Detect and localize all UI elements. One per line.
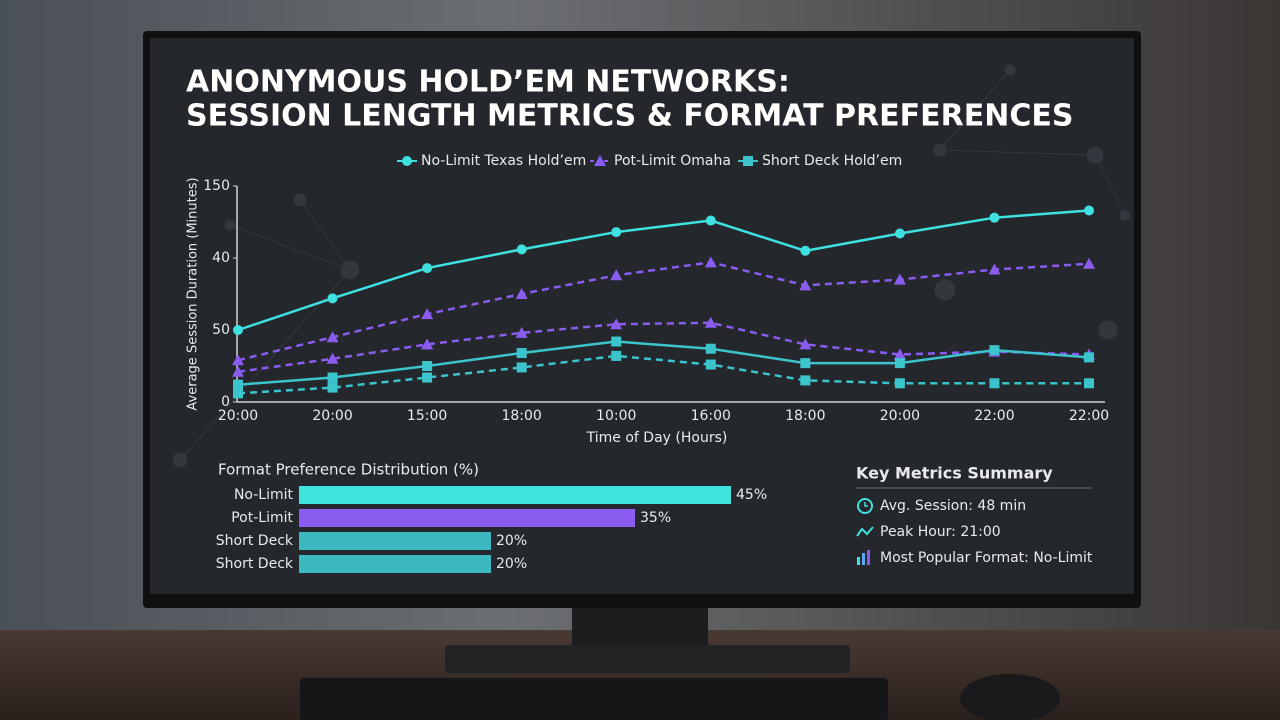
- marker: [704, 316, 717, 328]
- marker: [611, 336, 622, 347]
- bar-value-label: 45%: [736, 487, 767, 503]
- marker: [516, 244, 527, 255]
- x-tick-label: 16:00: [691, 408, 731, 424]
- marker: [422, 263, 433, 274]
- marker: [611, 227, 622, 238]
- metric-item: Peak Hour: 21:00: [880, 524, 1001, 540]
- bar: [299, 532, 491, 550]
- series-line: [237, 354, 1089, 395]
- marker: [1084, 352, 1094, 363]
- marker: [516, 348, 527, 359]
- marker: [327, 293, 338, 304]
- marker: [800, 375, 811, 386]
- marker: [800, 358, 811, 369]
- marker: [402, 156, 412, 166]
- metric-item: Avg. Session: 48 min: [880, 498, 1026, 514]
- marker: [799, 338, 812, 350]
- marker: [610, 269, 623, 281]
- marker: [705, 215, 716, 226]
- legend-label: No-Limit Texas Hold’em: [421, 153, 586, 169]
- marker: [743, 156, 753, 166]
- bar: [299, 509, 635, 527]
- decor-network: [172, 64, 1131, 468]
- marker: [611, 350, 622, 361]
- marker: [610, 318, 623, 330]
- bar-category: Short Deck: [216, 556, 294, 572]
- marker: [799, 279, 812, 291]
- bar: [299, 555, 491, 573]
- marker: [893, 348, 906, 360]
- y-tick-label: 50: [212, 322, 230, 338]
- x-tick-label: 20:00: [218, 408, 258, 424]
- title-line: SESSION LENGTH METRICS & FORMAT PREFEREN…: [186, 99, 1073, 134]
- bar-category: No-Limit: [234, 487, 294, 503]
- marker: [326, 331, 339, 343]
- marker: [989, 345, 1000, 356]
- bar-category: Short Deck: [216, 533, 294, 549]
- marker: [233, 388, 243, 399]
- marker: [594, 155, 606, 166]
- marker: [988, 263, 1001, 275]
- bar-value-label: 20%: [496, 533, 527, 549]
- bar-category: Pot-Limit: [231, 510, 293, 526]
- x-tick-label: 20:00: [880, 408, 920, 424]
- title-line: ANONYMOUS HOLD’EM NETWORKS:: [186, 65, 790, 100]
- series-line: [237, 261, 1090, 362]
- marker: [989, 212, 1000, 223]
- marker: [421, 308, 434, 320]
- series-line: [237, 340, 1090, 386]
- marker: [515, 288, 528, 299]
- x-tick-label: 20:00: [312, 408, 352, 424]
- marker: [1083, 257, 1095, 269]
- y-tick-label: 150: [203, 178, 230, 194]
- y-axis-label: Average Session Duration (Minutes): [186, 177, 201, 410]
- x-tick-label: 18:00: [785, 408, 825, 424]
- y-tick-label: 40: [212, 250, 230, 266]
- bar: [299, 486, 731, 504]
- marker: [800, 245, 811, 256]
- bar-chart-title: Format Preference Distribution (%): [218, 461, 479, 479]
- marker: [233, 325, 243, 335]
- bar-value-label: 20%: [496, 556, 527, 572]
- marker: [232, 354, 244, 366]
- marker: [516, 362, 527, 373]
- marker: [704, 256, 717, 268]
- y-tick-label: 0: [221, 394, 230, 410]
- x-tick-label: 10:00: [596, 408, 636, 424]
- marker: [326, 352, 339, 364]
- marker: [894, 228, 905, 239]
- monitor-base: [445, 645, 850, 673]
- marker: [705, 343, 716, 354]
- x-tick-label: 15:00: [407, 408, 447, 424]
- legend-label: Pot-Limit Omaha: [614, 153, 731, 169]
- marker: [989, 378, 1000, 389]
- marker: [893, 273, 906, 285]
- marker: [1084, 205, 1094, 216]
- metrics-title: Key Metrics Summary: [856, 464, 1053, 483]
- marker: [894, 378, 905, 389]
- marker: [422, 361, 433, 371]
- marker: [894, 358, 905, 369]
- marker: [1084, 378, 1094, 389]
- marker: [233, 379, 243, 390]
- marker: [327, 382, 338, 393]
- metric-item: Most Popular Format: No-Limit: [880, 550, 1093, 566]
- x-tick-label: 22:00: [974, 408, 1014, 424]
- x-tick-label: 18:00: [501, 408, 541, 424]
- mouse: [960, 674, 1060, 720]
- marker: [705, 359, 716, 370]
- x-axis-label: Time of Day (Hours): [586, 430, 728, 446]
- x-tick-label: 22:00: [1069, 408, 1109, 424]
- marker: [422, 372, 433, 383]
- keyboard: [300, 678, 888, 720]
- metric-icons: [856, 498, 874, 565]
- marker: [421, 338, 434, 350]
- series-line: [237, 209, 1090, 332]
- marker: [327, 372, 338, 383]
- bar-value-label: 35%: [640, 510, 671, 526]
- legend-label: Short Deck Hold’em: [762, 153, 902, 169]
- marker: [232, 365, 244, 377]
- marker: [515, 326, 528, 338]
